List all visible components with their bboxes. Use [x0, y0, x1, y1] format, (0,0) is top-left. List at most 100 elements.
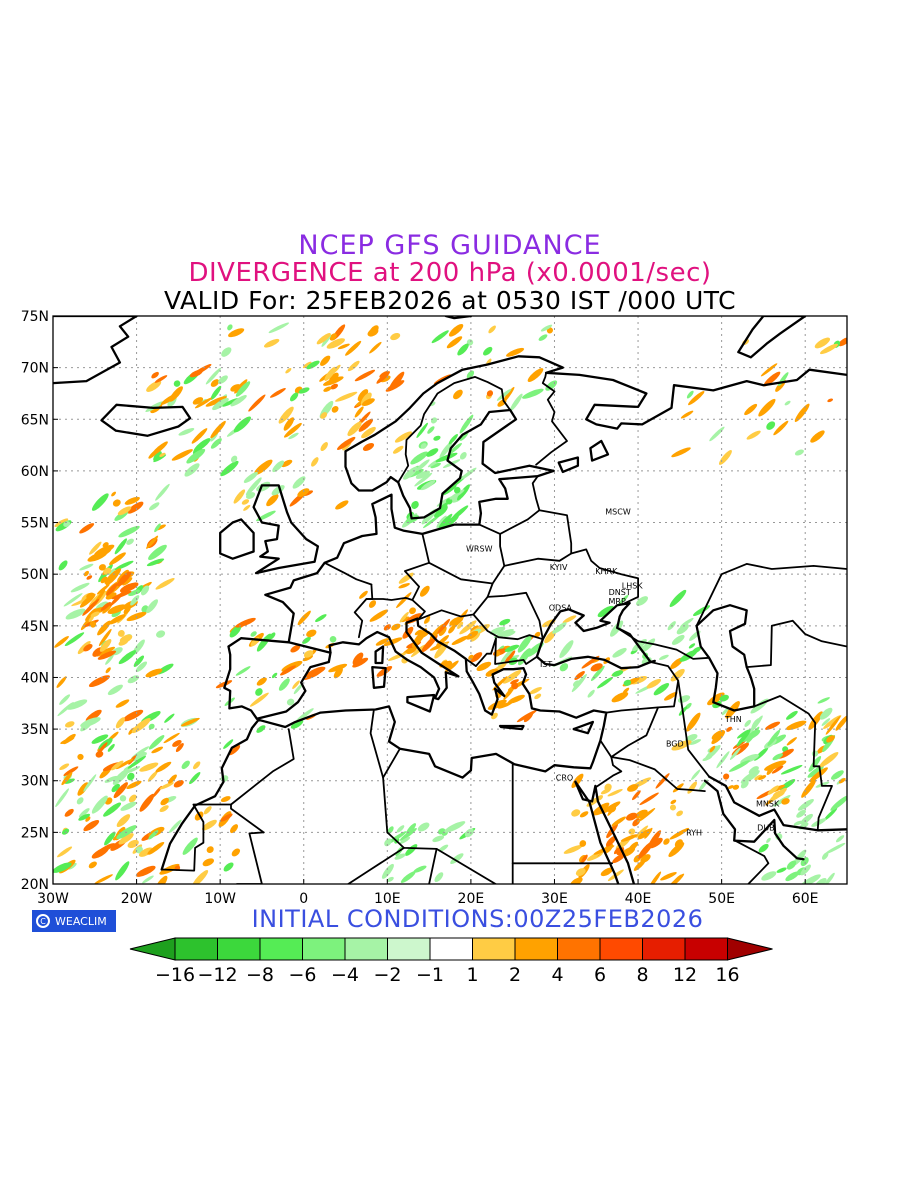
divergence-streak	[333, 667, 343, 679]
convergence-streak	[772, 753, 783, 761]
convergence-streak	[636, 596, 649, 606]
divergence-streak	[640, 854, 651, 863]
divergence-streak	[763, 371, 781, 387]
convergence-streak	[442, 485, 457, 496]
divergence-streak	[487, 699, 507, 710]
colorbar-label: −6	[288, 964, 316, 986]
convergence-streak	[315, 614, 327, 622]
divergence-streak	[83, 644, 93, 652]
convergence-streak	[796, 809, 806, 818]
convergence-streak	[256, 633, 272, 652]
convergence-streak	[292, 476, 306, 489]
divergence-streak	[468, 654, 474, 660]
divergence-streak	[820, 343, 839, 355]
colorbar-label: 8	[636, 964, 648, 986]
convergence-streak	[612, 647, 627, 658]
convergence-streak	[271, 485, 285, 496]
convergence-streak	[127, 755, 146, 769]
colorbar-swatch	[514, 937, 558, 961]
colorbar-label: 1	[466, 964, 478, 986]
divergence-streak	[607, 789, 623, 797]
convergence-streak	[381, 863, 394, 879]
colorbar-label: −16	[155, 964, 195, 986]
divergence-streak	[611, 692, 629, 703]
divergence-streak	[285, 367, 292, 374]
divergence-streak	[476, 661, 492, 671]
divergence-streak	[206, 846, 214, 854]
convergence-streak	[70, 582, 90, 593]
convergence-streak	[444, 821, 466, 833]
divergence-streak	[600, 788, 611, 795]
convergence-streak	[692, 646, 701, 654]
sicily-coastline	[406, 693, 436, 713]
convergence-streak	[220, 460, 239, 477]
city-label-ist: IST	[540, 660, 552, 669]
divergence-streak	[419, 585, 430, 597]
divergence-streak	[732, 784, 740, 790]
divergence-streak	[437, 618, 450, 634]
divergence-streak	[193, 761, 201, 770]
convergence-streak	[288, 432, 299, 440]
divergence-streak	[354, 406, 364, 418]
divergence-streak	[98, 628, 112, 647]
lon-tick-label: 20E	[458, 891, 485, 905]
convergence-streak	[298, 387, 310, 394]
divergence-streak	[331, 405, 339, 413]
divergence-streak	[632, 790, 641, 801]
convergence-streak	[118, 650, 137, 665]
convergence-streak	[736, 729, 751, 747]
convergence-streak	[457, 343, 469, 356]
convergence-streak	[819, 707, 833, 720]
divergence-streak	[181, 717, 200, 727]
divergence-streak	[215, 680, 233, 689]
divergence-streak	[328, 372, 339, 384]
divergence-streak	[827, 398, 834, 403]
divergence-streak	[438, 626, 447, 636]
divergence-streak	[769, 787, 787, 802]
divergence-streak	[368, 325, 379, 337]
divergence-streak	[361, 426, 376, 439]
divergence-streak	[89, 620, 97, 628]
divergence-streak	[117, 506, 132, 516]
divergence-streak	[765, 721, 781, 730]
convergence-streak	[205, 367, 222, 385]
divergence-streak	[82, 598, 100, 616]
divergence-streak	[686, 712, 701, 732]
convergence-streak	[394, 853, 406, 860]
divergence-streak	[669, 804, 677, 811]
convergence-streak	[780, 765, 803, 775]
colorbar-label: 2	[509, 964, 521, 986]
divergence-streak	[718, 450, 732, 465]
divergence-streak	[202, 858, 214, 867]
divergence-streak	[155, 761, 172, 773]
convergence-streak	[164, 713, 175, 723]
divergence-streak	[146, 380, 162, 392]
convergence-streak	[255, 688, 263, 696]
convergence-streak	[399, 836, 411, 845]
convergence-streak	[808, 756, 822, 772]
divergence-streak	[825, 716, 841, 735]
divergence-streak	[128, 794, 137, 803]
convergence-streak	[435, 452, 458, 463]
svalbard-edge-coastline	[444, 316, 473, 320]
divergence-streak	[459, 620, 477, 635]
convergence-streak	[740, 780, 749, 789]
convergence-streak	[800, 813, 813, 825]
convergence-streak	[112, 768, 130, 785]
convergence-streak	[677, 695, 691, 703]
divergence-streak	[145, 668, 163, 678]
divergence-streak	[347, 360, 360, 372]
colorbar-swatch	[684, 937, 728, 961]
divergence-streak	[147, 771, 158, 782]
convergence-streak	[740, 770, 760, 784]
divergence-streak	[118, 638, 129, 646]
divergence-streak	[671, 447, 691, 458]
divergence-streak	[838, 778, 846, 784]
divergence-streak	[228, 328, 245, 338]
divergence-streak	[434, 642, 448, 659]
divergence-streak	[96, 742, 108, 755]
logo-text: WEACLIM	[55, 914, 107, 928]
divergence-streak	[283, 417, 295, 431]
divergence-streak	[106, 583, 118, 596]
